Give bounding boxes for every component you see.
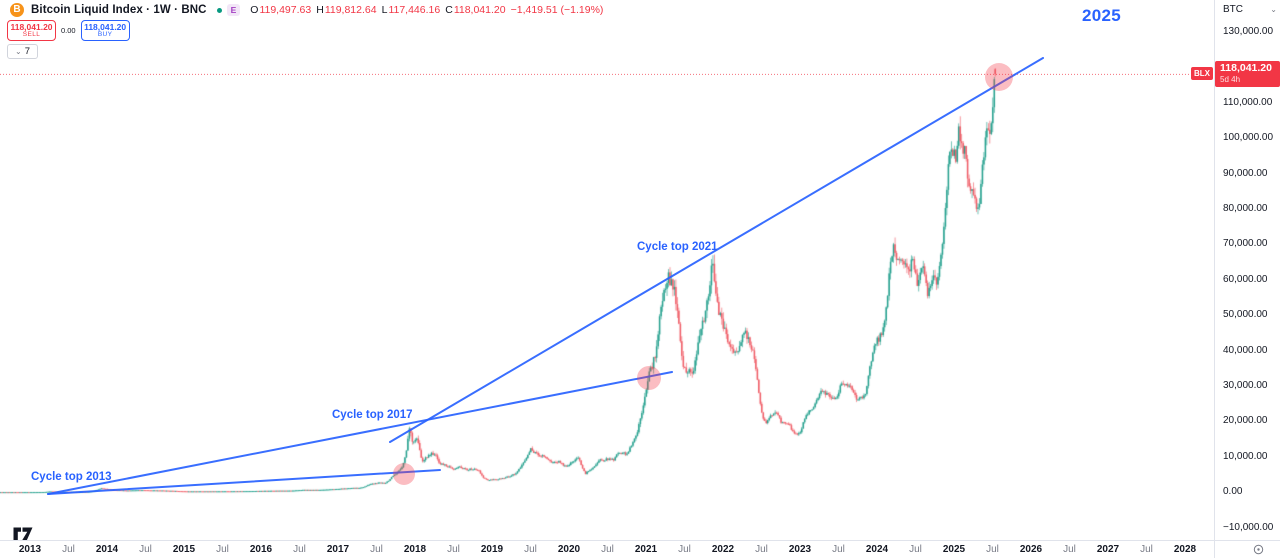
price-tick: 90,000.00 [1223,167,1268,179]
time-tick: Jul [293,544,306,555]
spread-value: 0.00 [61,26,76,35]
symbol-title[interactable]: Bitcoin Liquid Index · 1W · BNC [31,4,207,16]
time-tick: Jul [909,544,922,555]
time-tick: 2028 [1173,544,1197,555]
time-tick: 2022 [711,544,735,555]
price-tick: 30,000.00 [1223,379,1268,391]
time-tick: 2023 [788,544,812,555]
time-tick: Jul [524,544,537,555]
close-value: 118,041.20 [453,4,506,16]
cycle-top-2021-label[interactable]: Cycle top 2021 [637,241,718,253]
price-tick: 50,000.00 [1223,309,1268,321]
low-value: 117,446.16 [388,4,441,16]
sell-label: SELL [22,30,41,38]
axis-settings-icon[interactable] [1253,544,1264,555]
time-tick: 2024 [865,544,889,555]
time-tick: 2018 [403,544,427,555]
price-tick: 0.00 [1223,486,1243,498]
trade-panel: 118,041.20 SELL 0.00 118,041.20 BUY [7,20,130,41]
open-label: O [250,4,259,16]
price-tick: 60,000.00 [1223,273,1268,285]
price-tick: −10,000.00 [1223,521,1274,533]
axis-caret-icon: ⌄ [1270,5,1277,14]
buy-button[interactable]: 118,041.20 BUY [80,20,130,41]
year-2025-label[interactable]: 2025 [1082,6,1122,25]
time-tick: Jul [1063,544,1076,555]
time-tick: 2019 [480,544,504,555]
price-tick: 10,000.00 [1223,450,1268,462]
axis-corner [1214,540,1280,558]
time-tick: Jul [1140,544,1153,555]
time-tick: 2026 [1019,544,1043,555]
time-tick: Jul [370,544,383,555]
price-chart-canvas[interactable] [0,0,1214,540]
change-value: −1,419.51 (−1.19%) [510,4,604,16]
time-tick: Jul [62,544,75,555]
time-tick: Jul [832,544,845,555]
symbol-legend[interactable]: B Bitcoin Liquid Index · 1W · BNC E O 119… [10,2,603,18]
blx-series-tag: BLX [1191,67,1213,81]
buy-price: 118,041.20 [84,21,127,32]
time-tick: Jul [139,544,152,555]
price-tick: 40,000.00 [1223,344,1268,356]
price-tick: 100,000.00 [1223,132,1274,144]
cycle-top-2013-label[interactable]: Cycle top 2013 [31,471,112,483]
time-tick: 2016 [249,544,273,555]
time-tick: Jul [678,544,691,555]
market-status-dot [216,7,222,13]
time-tick: Jul [447,544,460,555]
chevron-down-icon: ⌄ [15,46,22,56]
time-tick: 2014 [95,544,119,555]
time-tick: 2027 [1096,544,1120,555]
bitcoin-icon: B [10,3,24,17]
high-label: H [316,4,324,16]
last-price-value: 118,041.20 [1220,62,1272,75]
high-value: 119,812.64 [324,4,377,16]
cycle-top-2017-label[interactable]: Cycle top 2017 [332,409,413,421]
time-tick: Jul [986,544,999,555]
buy-label: BUY [97,30,113,38]
time-tick: Jul [216,544,229,555]
sell-price: 118,041.20 [10,21,53,32]
bar-countdown: 5d 4h [1220,74,1241,84]
time-tick: 2015 [172,544,196,555]
last-price-label: 118,041.20 5d 4h [1215,61,1280,88]
time-tick: Jul [755,544,768,555]
price-tick: 130,000.00 [1223,26,1274,37]
time-axis[interactable]: 2013 Jul 2014 Jul 2015 Jul 2016 Jul 2017 Jul 2018 J… [0,540,1280,558]
time-tick: Jul [601,544,614,555]
price-tick: 20,000.00 [1223,415,1268,427]
time-tick: 2017 [326,544,350,555]
drawings-count-chip[interactable]: ⌄ 7 [7,44,38,59]
price-tick: 80,000.00 [1223,202,1268,214]
sell-button[interactable]: 118,041.20 SELL [7,20,56,41]
price-tick: 110,000.00 [1223,96,1273,108]
time-tick: 2013 [18,544,42,555]
drawings-count: 7 [24,46,30,57]
ohlc-readout: O 119,497.63 H 119,812.64 L 117,446.16 C 118… [250,4,603,16]
tradingview-logo[interactable] [13,527,34,541]
time-tick: 2020 [557,544,581,555]
time-tick: 2025 [942,544,966,555]
close-label: C [445,4,453,16]
low-label: L [381,4,388,16]
time-tick: 2021 [634,544,658,555]
price-tick: 70,000.00 [1223,238,1268,250]
eod-data-badge[interactable]: E [226,3,241,17]
axis-currency-toggle[interactable]: BTC ⌄ [1223,4,1277,15]
open-value: 119,497.63 [259,4,312,16]
axis-currency-label: BTC [1223,4,1243,15]
